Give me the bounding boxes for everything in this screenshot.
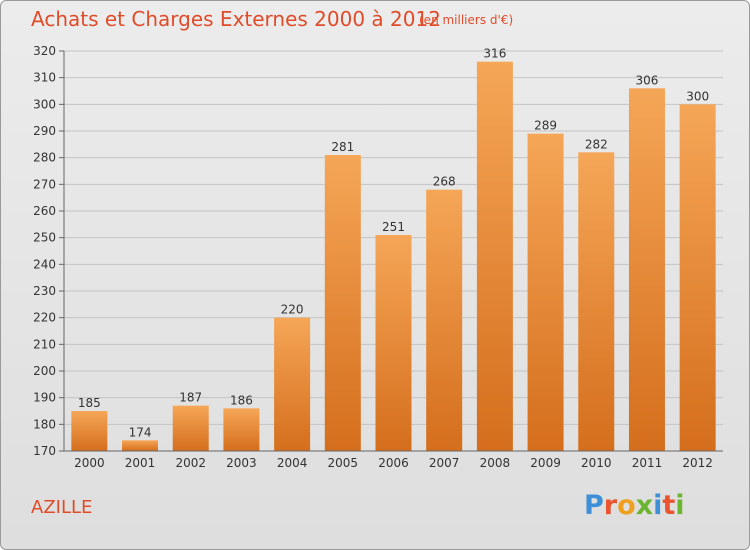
x-tick-label: 2011 [632, 456, 663, 470]
bar-2011 [628, 88, 665, 451]
logo-letter: o [617, 490, 636, 521]
proxiti-logo: Proxiti [584, 490, 685, 521]
bar-value-label: 220 [281, 303, 304, 317]
x-tick-label: 2010 [581, 456, 612, 470]
x-tick-label: 2001 [125, 456, 156, 470]
bar-value-label: 185 [78, 396, 101, 410]
bar-2004 [274, 317, 311, 451]
logo-letter: t [662, 490, 676, 521]
bar-2005 [324, 155, 361, 451]
x-tick-label: 2003 [226, 456, 257, 470]
bar-2008 [476, 61, 513, 452]
bar-2009 [527, 133, 564, 451]
y-tick-label: 210 [33, 337, 56, 351]
y-tick-label: 300 [33, 97, 56, 111]
y-tick-label: 310 [33, 71, 56, 85]
bar-value-label: 187 [179, 391, 202, 405]
x-axis-ticks: 2000 2001 2002 2003 2004 2005 2006 2007 2008 2009… [64, 450, 723, 470]
logo-letter: i [653, 490, 663, 521]
y-tick-label: 290 [33, 124, 56, 138]
chart-subtitle: (en milliers d'€) [419, 13, 514, 27]
bar-2007 [426, 189, 463, 451]
bar-value-label: 306 [636, 73, 659, 87]
bar-2003 [223, 408, 260, 451]
chart-title: Achats et Charges Externes 2000 à 2012 [31, 7, 441, 31]
x-tick-label: 2007 [429, 456, 460, 470]
x-tick-label: 2009 [530, 456, 561, 470]
bar-value-label: 281 [331, 140, 354, 154]
bar-2012 [679, 104, 716, 451]
y-tick-label: 220 [33, 311, 56, 325]
bar-2001 [122, 440, 159, 451]
bars: 185 174 187 186 220 281 251 268 316 289 282 306 300 [71, 47, 716, 452]
bar-value-label: 268 [433, 175, 456, 189]
bar-value-label: 289 [534, 119, 557, 133]
bar-2010 [578, 152, 615, 452]
y-tick-label: 260 [33, 204, 56, 218]
y-tick-label: 170 [33, 444, 56, 458]
bar-2006 [375, 235, 412, 451]
x-tick-label: 2002 [175, 456, 206, 470]
place-name: AZILLE [31, 497, 93, 518]
y-tick-label: 230 [33, 284, 56, 298]
y-axis-ticks: 170 180 190 200 210 220 230 240 250 260 270 280 290 3… [33, 44, 65, 458]
logo-letter: P [584, 490, 604, 521]
y-tick-label: 270 [33, 177, 56, 191]
bar-value-label: 282 [585, 137, 608, 151]
x-tick-label: 2008 [480, 456, 511, 470]
y-tick-label: 320 [33, 44, 56, 58]
bar-value-label: 186 [230, 393, 253, 407]
bar-value-label: 316 [483, 47, 506, 61]
bar-value-label: 174 [129, 425, 152, 439]
bar-2002 [172, 405, 209, 451]
x-tick-label: 2005 [328, 456, 359, 470]
y-tick-label: 250 [33, 231, 56, 245]
y-tick-label: 200 [33, 364, 56, 378]
bar-value-label: 251 [382, 220, 405, 234]
logo-letter: r [603, 490, 618, 521]
y-tick-label: 240 [33, 257, 56, 271]
logo-letter: x [635, 490, 654, 521]
x-tick-label: 2006 [378, 456, 409, 470]
x-tick-label: 2004 [277, 456, 308, 470]
y-tick-label: 190 [33, 391, 56, 405]
x-tick-label: 2000 [74, 456, 105, 470]
x-tick-label: 2012 [682, 456, 713, 470]
y-tick-label: 180 [33, 417, 56, 431]
bar-value-label: 300 [686, 89, 709, 103]
bar-2000 [71, 411, 108, 451]
y-tick-label: 280 [33, 151, 56, 165]
logo-letter: i [675, 490, 685, 521]
